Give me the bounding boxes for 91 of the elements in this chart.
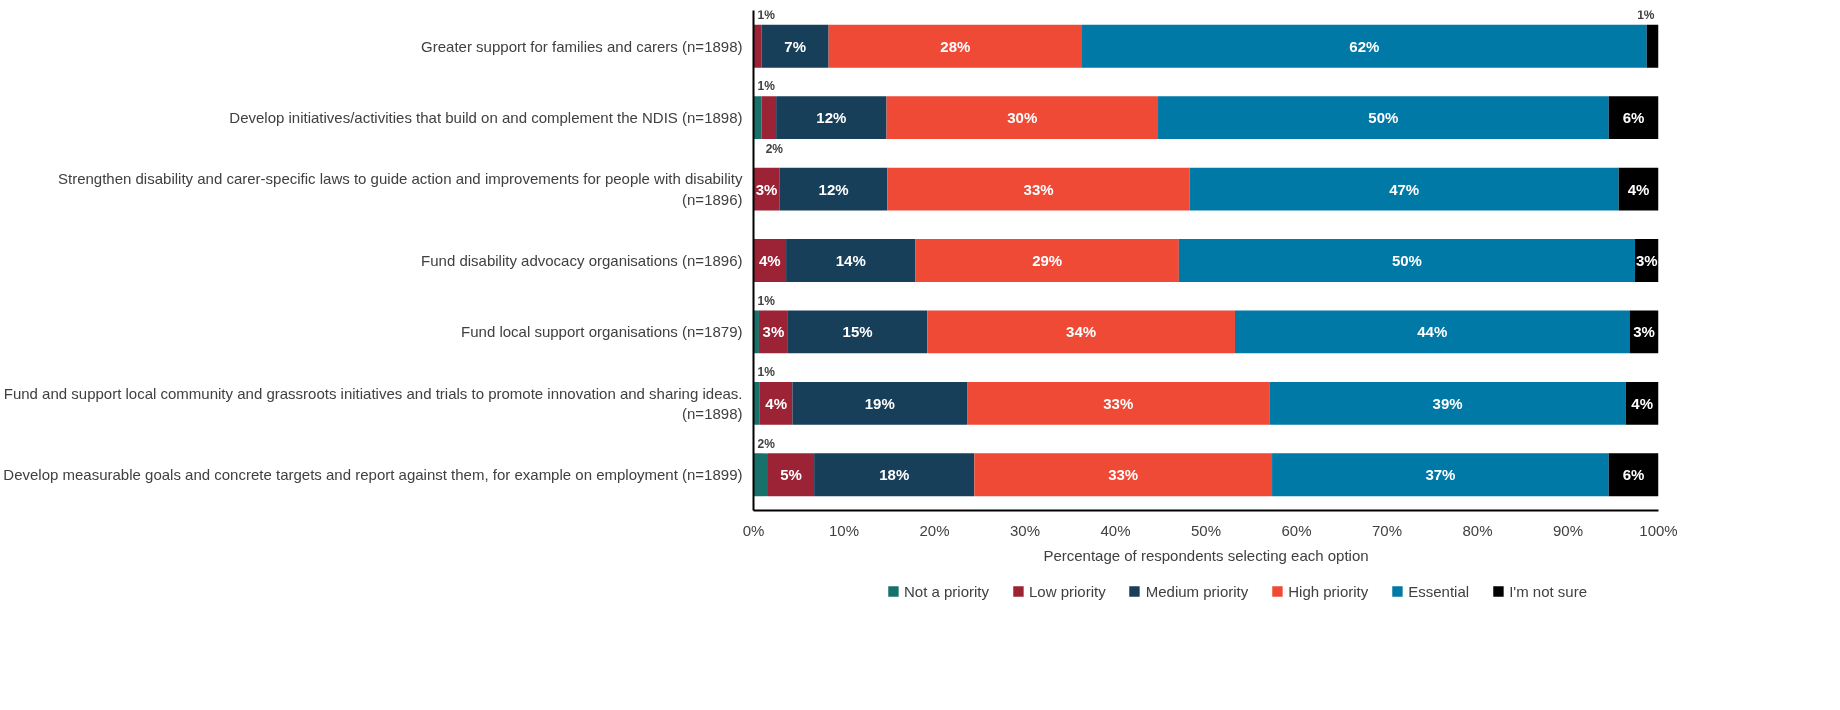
data-label: 6%	[1622, 109, 1645, 127]
bar	[1189, 167, 1619, 211]
bar	[1269, 381, 1626, 425]
bar	[887, 167, 1190, 211]
data-label: 1%	[757, 293, 776, 308]
legend-label: Not a priority	[903, 582, 989, 600]
x-tick-label: 40%	[1100, 521, 1131, 539]
data-label: 4%	[765, 394, 787, 412]
x-tick-label: 60%	[1281, 521, 1312, 539]
bar	[974, 453, 1273, 497]
bar	[1158, 96, 1609, 140]
data-label: 1%	[757, 7, 776, 22]
data-label: 50%	[1391, 252, 1422, 269]
data-label: 37%	[1425, 466, 1456, 484]
x-tick-label: 90%	[1552, 521, 1584, 539]
data-label: 15%	[842, 323, 873, 341]
bar	[1082, 24, 1647, 68]
bar	[761, 24, 829, 68]
data-label: 4%	[758, 252, 781, 269]
data-label: 14%	[835, 252, 866, 269]
bar	[761, 96, 777, 140]
data-label: 12%	[818, 180, 849, 198]
data-label: 3%	[755, 180, 778, 198]
bar	[776, 96, 887, 140]
y-tick-label: Strengthen disability and carer-specific laws to guide action and improvements for people with disability (n=1896)	[57, 170, 743, 208]
data-label: 29%	[1032, 252, 1063, 269]
bar	[915, 239, 1179, 282]
data-label: 5%	[780, 466, 802, 484]
x-tick-label: 100%	[1639, 521, 1678, 539]
y-tick-label: Fund and support local community and grassroots initiatives and trials to promote innovation and sharing ideas. (n=1898)	[3, 384, 743, 423]
y-tick-label: Develop measurable goals and concrete targets and report against them, for example on employment (n=1899)	[3, 466, 743, 484]
x-tick-label: 70%	[1371, 521, 1403, 539]
data-label: 2%	[757, 436, 776, 451]
bar	[753, 453, 768, 497]
data-label: 34%	[1066, 323, 1097, 341]
data-label: 50%	[1368, 109, 1399, 127]
legend-label: High priority	[1288, 582, 1369, 600]
y-tick-label: Greater support for families and carers (n=1898)	[421, 37, 743, 55]
bar	[1608, 453, 1659, 497]
data-label: 3%	[762, 323, 785, 341]
data-label: 6%	[1622, 466, 1645, 484]
data-label: 7%	[784, 37, 806, 55]
bar	[927, 310, 1235, 354]
legend-label: Medium priority	[1145, 582, 1249, 600]
data-label: 30%	[1007, 109, 1038, 127]
y-tick-label: Develop initiatives/activities that build on and complement the NDIS (n=1898)	[229, 109, 743, 127]
bar	[786, 239, 916, 282]
data-label: 1%	[757, 365, 776, 380]
x-tick-label: 20%	[919, 521, 950, 539]
data-label: 62%	[1349, 37, 1380, 55]
data-label: 2%	[765, 141, 784, 156]
x-tick-label: 50%	[1190, 521, 1222, 539]
bar	[779, 167, 888, 211]
data-label: 3%	[1633, 323, 1655, 341]
data-label: 33%	[1108, 466, 1139, 484]
bar	[967, 381, 1270, 425]
data-label: 1%	[1637, 7, 1655, 22]
bar	[1646, 24, 1659, 68]
data-label: 47%	[1389, 180, 1420, 198]
bar	[792, 381, 968, 425]
bar	[1234, 310, 1630, 354]
bar	[1608, 96, 1659, 140]
bar	[886, 96, 1159, 140]
legend-label: Low priority	[1028, 582, 1106, 600]
data-label: 33%	[1023, 180, 1054, 198]
legend-label: I'm not sure	[1509, 582, 1588, 600]
bar	[814, 453, 975, 497]
x-axis-title: Percentage of respondents selecting each option	[1043, 546, 1369, 564]
y-tick-label: Fund local support organisations (n=1879)	[461, 323, 743, 341]
data-label: 4%	[1631, 394, 1654, 412]
x-tick-label: 0%	[742, 521, 765, 539]
data-label: 4%	[1627, 180, 1650, 198]
bar	[828, 24, 1083, 68]
data-label: 33%	[1103, 394, 1134, 412]
x-tick-label: 10%	[828, 521, 860, 539]
data-label: 18%	[879, 466, 910, 484]
bar	[767, 453, 815, 497]
y-tick-label: Fund disability advocacy organisations (n=1896)	[421, 252, 743, 269]
data-label: 39%	[1432, 394, 1463, 412]
bar	[1178, 239, 1635, 282]
data-label: 28%	[940, 37, 971, 55]
bar	[1272, 453, 1609, 497]
data-label: 1%	[757, 79, 776, 94]
x-tick-label: 80%	[1462, 521, 1493, 539]
data-label: 44%	[1417, 323, 1448, 341]
data-label: 3%	[1635, 252, 1658, 269]
legend-label: Essential	[1408, 582, 1470, 600]
x-tick-label: 30%	[1009, 521, 1041, 539]
data-label: 12%	[816, 109, 847, 127]
data-label: 19%	[864, 394, 895, 412]
bar	[787, 310, 928, 354]
